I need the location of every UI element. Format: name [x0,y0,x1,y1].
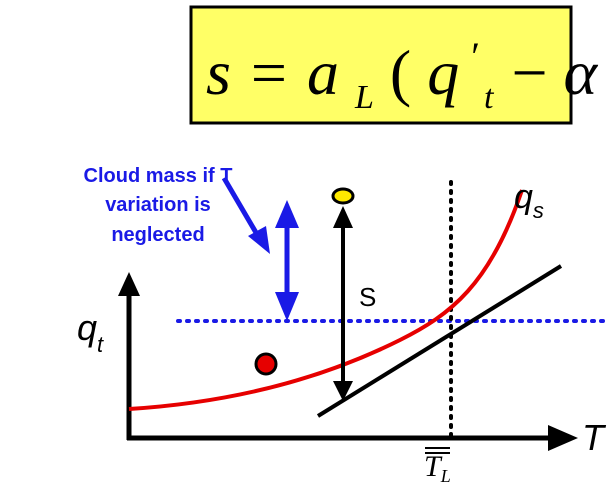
annotation-pointer-arrow [221,176,261,238]
saturation-curve [128,189,524,411]
s-arrow-top [333,206,353,228]
x-axis-label: T [582,417,607,458]
annotation-line-2: variation is [105,194,211,216]
svg-text:TL: TL [424,450,451,484]
cloud-mass-arrow-bottom [275,292,299,321]
y-axis-label: qt [77,307,104,357]
annotation-pointer-arrowhead [248,226,270,254]
cloud-mass-arrow-top [275,200,299,228]
annotation-line-1: Cloud mass if T [84,165,233,187]
tangent-line [316,264,563,418]
cloud-mass-annotation: Cloud mass if T variation is neglected [84,165,233,246]
red-point [254,352,278,376]
tl-label: TL [424,447,451,484]
curve-label: qs [514,178,544,223]
equation-box: s = a L ( q ′ t − α T ′ L ) [189,5,610,125]
s-label: S [359,282,376,312]
equation: s = a L ( q ′ t − α T ′ L ) [206,13,610,122]
yellow-point [331,187,355,205]
x-axis-arrowhead [548,425,578,451]
annotation-line-3: neglected [111,224,204,246]
y-axis-arrowhead [118,272,140,296]
s-arrow-bottom [333,381,353,401]
